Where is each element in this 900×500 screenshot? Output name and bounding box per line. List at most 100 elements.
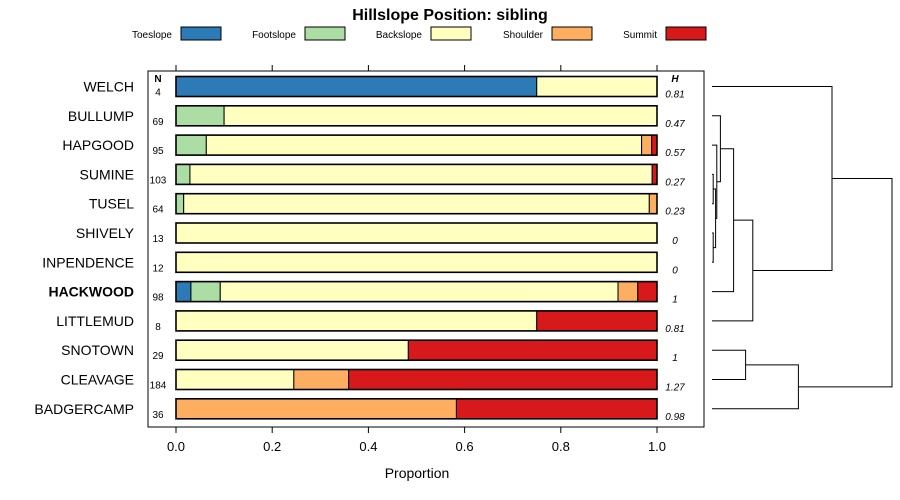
legend-label-footslope: Footslope xyxy=(252,30,296,41)
bar-segment-backslope xyxy=(223,105,658,127)
bar-segment-summit xyxy=(348,369,658,390)
bar-segment-shoulder xyxy=(617,281,639,303)
bar-segment-backslope xyxy=(175,369,295,390)
dendrogram-branch xyxy=(712,349,747,380)
h-value: 0.23 xyxy=(665,207,685,218)
bar-outline xyxy=(175,397,658,420)
h-value: 0 xyxy=(672,236,678,247)
row-inpendence: INPENDENCE 12 0 xyxy=(42,251,678,276)
bar-segment-footslope xyxy=(175,134,207,156)
chart-title: Hillslope Position: sibling xyxy=(352,7,548,24)
h-value: 0.81 xyxy=(665,90,684,101)
x-axis: 0.0 0.2 0.4 0.6 0.8 1.0 xyxy=(167,65,666,454)
bar-outline xyxy=(175,368,658,391)
h-value: 0.57 xyxy=(665,148,685,159)
bar-segment-summit xyxy=(407,339,658,361)
n-value: 98 xyxy=(152,293,164,304)
bar-segment-shoulder xyxy=(293,369,350,390)
row-label: WELCH xyxy=(83,79,134,95)
dendrogram-branch xyxy=(712,364,799,410)
bar-segment-backslope xyxy=(175,251,658,273)
n-value: 69 xyxy=(152,117,164,128)
bar-segment-backslope xyxy=(189,163,653,185)
bar-segment-footslope xyxy=(190,281,221,303)
n-value: 95 xyxy=(152,146,164,157)
row-bullump: BULLUMP 69 0.47 xyxy=(68,105,685,130)
legend-label-summit: Summit xyxy=(623,30,657,41)
bar-outline xyxy=(175,163,658,186)
bar-segment-footslope xyxy=(175,105,225,127)
row-label: TUSEL xyxy=(89,196,134,212)
bar-segment-backslope xyxy=(536,76,658,97)
legend-swatch-footslope xyxy=(304,26,346,41)
dendrogram-branch xyxy=(712,232,714,263)
h-value: 1.27 xyxy=(665,383,685,394)
row-label: SUMINE xyxy=(80,166,134,182)
legend-label-shoulder: Shoulder xyxy=(503,30,544,41)
n-value: 36 xyxy=(152,410,164,421)
legend-swatch-toeslope xyxy=(180,26,222,41)
bar-segment-backslope xyxy=(175,222,658,244)
legend-swatch-shoulder xyxy=(551,26,593,41)
row-littlemud: LITTLEMUD 8 0.81 xyxy=(56,310,685,335)
n-value: 64 xyxy=(152,205,164,216)
legend-swatch-summit xyxy=(665,26,707,41)
row-tusel: TUSEL 64 0.23 xyxy=(89,192,685,218)
bar-outline xyxy=(175,75,658,98)
bar-segment-footslope xyxy=(175,193,185,215)
bar-segment-backslope xyxy=(175,339,409,361)
dendrogram-branch xyxy=(712,115,721,183)
dendrogram-branch xyxy=(798,178,893,388)
plot-panel xyxy=(147,70,705,428)
row-shively: SHIVELY 13 0 xyxy=(76,222,678,247)
row-cleavage: CLEAVAGE 184 1.27 xyxy=(61,368,685,394)
bar-segment-footslope xyxy=(175,163,191,185)
bar-outline xyxy=(175,251,658,274)
dendrogram-branch xyxy=(712,86,833,272)
n-value: 13 xyxy=(152,234,164,245)
legend-swatch-backslope xyxy=(430,26,472,41)
bar-segment-backslope xyxy=(175,310,538,332)
bar-segment-shoulder xyxy=(648,193,658,215)
row-label: BULLUMP xyxy=(68,108,134,124)
bar-outline xyxy=(175,339,658,362)
dendrogram-branch xyxy=(712,219,754,322)
row-welch: WELCH 4 0.81 xyxy=(83,75,685,101)
bar-segment-summit xyxy=(637,281,658,303)
n-value: 184 xyxy=(150,381,167,392)
bar-segment-summit xyxy=(536,310,658,332)
dendrogram-branch xyxy=(712,173,714,205)
bar-rows: WELCH 4 0.81 BULLUMP 69 0.47 HAPGOOD 95 0.57 SUMI… xyxy=(34,75,685,423)
h-value: 1 xyxy=(672,353,678,364)
h-column-header: H xyxy=(671,74,679,85)
row-label: LITTLEMUD xyxy=(56,313,134,329)
bar-segment-backslope xyxy=(183,193,650,215)
row-sumine: SUMINE 103 0.27 xyxy=(80,163,685,188)
n-column-header: N xyxy=(154,74,161,85)
bar-outline xyxy=(175,105,658,127)
row-label: SNOTOWN xyxy=(61,342,134,358)
row-label: HACKWOOD xyxy=(48,284,134,300)
bar-outline xyxy=(175,310,658,332)
legend-label-backslope: Backslope xyxy=(376,30,423,41)
x-tick-label: 1.0 xyxy=(648,439,666,454)
bar-segment-summit xyxy=(455,398,658,420)
x-axis-label: Proportion xyxy=(385,465,450,481)
n-value: 8 xyxy=(155,322,161,333)
bar-outline xyxy=(175,222,658,244)
row-label: HAPGOOD xyxy=(62,137,134,153)
legend-label-toeslope: Toeslope xyxy=(132,30,172,41)
row-hackwood: HACKWOOD 98 1 xyxy=(48,280,678,306)
n-value: 29 xyxy=(152,351,164,362)
row-label: CLEAVAGE xyxy=(61,372,134,388)
x-tick-label: 0.0 xyxy=(167,439,185,454)
bar-segment-toeslope xyxy=(175,76,538,97)
h-value: 0.47 xyxy=(665,119,685,130)
row-snotown: SNOTOWN 29 1 xyxy=(61,339,678,364)
n-value: 103 xyxy=(150,175,167,186)
bar-segment-toeslope xyxy=(175,281,192,303)
row-hapgood: HAPGOOD 95 0.57 xyxy=(62,134,685,159)
bar-outline xyxy=(175,192,658,215)
x-tick-label: 0.6 xyxy=(456,439,474,454)
